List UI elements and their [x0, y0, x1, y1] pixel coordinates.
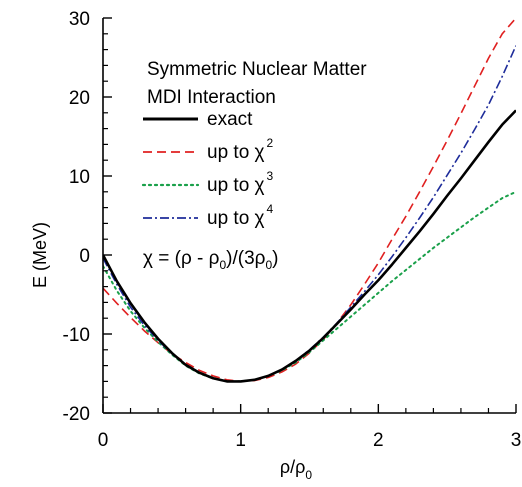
y-axis-title: E (MeV): [30, 222, 50, 288]
x-tick-label: 3: [511, 430, 522, 451]
series-line-exact: [103, 109, 516, 383]
y-tick-label: 20: [69, 88, 90, 109]
x-tick-label: 0: [98, 430, 109, 451]
x-tick-label: 1: [235, 430, 246, 451]
axes: [102, 18, 516, 414]
y-tick-label: 10: [69, 167, 90, 188]
y-tick-label: -10: [63, 325, 90, 346]
series-line-up-to-3: [103, 190, 516, 383]
annotation-subtitle: MDI Interaction: [147, 87, 276, 108]
tick-marks: [102, 17, 517, 414]
x-tick-label: 2: [373, 430, 384, 451]
plot-area: [103, 18, 516, 383]
legend: Symmetric Nuclear Matter MDI Interaction…: [141, 59, 367, 272]
y-tick-label: -20: [63, 404, 90, 425]
tick-labels: 0 1 2 3 -20 -10 0 10 20 30: [63, 9, 522, 451]
y-tick-label: 0: [79, 246, 90, 267]
legend-label: exact: [207, 109, 253, 130]
y-tick-label: 30: [69, 9, 90, 30]
annotation-title: Symmetric Nuclear Matter: [147, 59, 367, 80]
annotation-formula: χ = (ρ - ρ0)/(3ρ0): [143, 248, 278, 272]
x-axis-title: ρ/ρ0: [280, 457, 312, 482]
